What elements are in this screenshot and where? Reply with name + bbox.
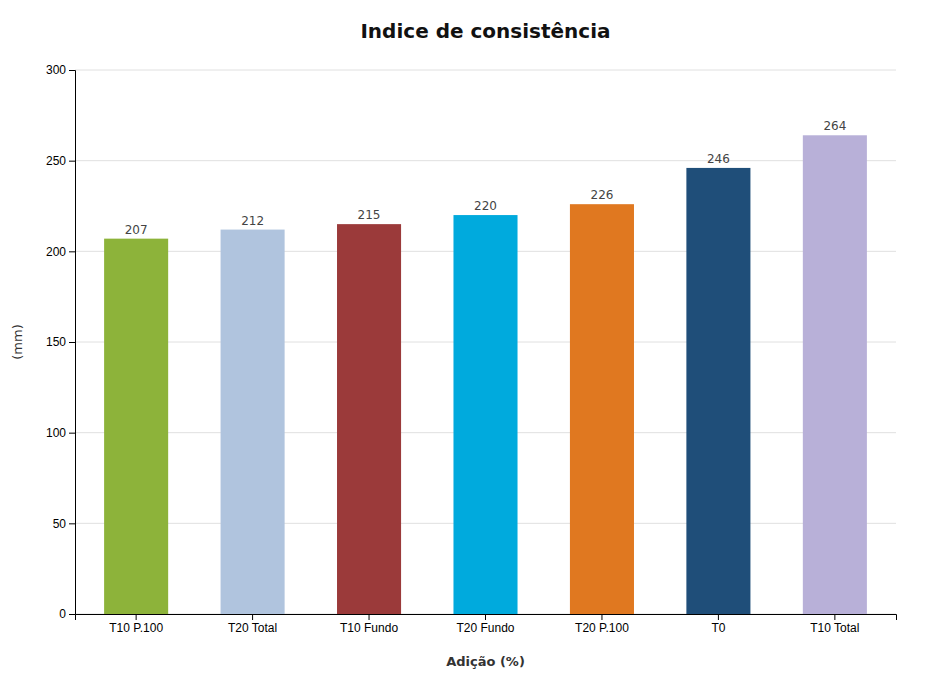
y-tick: 250 — [46, 154, 75, 168]
grid-line — [75, 160, 896, 161]
x-tick-mark — [252, 614, 253, 620]
x-tick: T10 Total — [810, 614, 859, 635]
data-label: 215 — [358, 208, 381, 222]
x-tick-mark — [718, 614, 719, 620]
y-tick-mark — [69, 614, 75, 615]
y-tick-label: 250 — [46, 154, 66, 168]
grid-line — [75, 70, 896, 71]
x-tick: T0 — [711, 614, 725, 635]
y-tick: 100 — [46, 426, 75, 440]
x-axis: T10 P.100 T20 Total T10 Fundo T20 Fundo T20 … — [76, 614, 897, 635]
data-label: 220 — [474, 199, 497, 213]
y-axis: 0 50 100 150 200 250 300 — [46, 63, 76, 621]
y-tick-label: 300 — [46, 63, 66, 77]
y-tick-label: 100 — [46, 426, 66, 440]
y-axis-title: (mm) — [10, 324, 25, 359]
data-label: 207 — [125, 223, 148, 237]
bar — [104, 239, 168, 614]
x-tick-mark — [136, 614, 137, 620]
y-tick: 0 — [59, 607, 75, 621]
y-tick-mark — [69, 161, 75, 162]
y-tick: 50 — [53, 517, 75, 531]
bar — [221, 230, 285, 614]
x-tick-label: T0 — [711, 621, 725, 635]
data-labels: 207 212 215 220 226 246 264 — [125, 119, 847, 236]
y-tick: 150 — [46, 335, 75, 349]
x-tick-mark — [601, 614, 602, 620]
x-tick: T20 Total — [228, 614, 277, 635]
x-tick: T10 P.100 — [109, 614, 163, 635]
bar — [453, 215, 517, 614]
y-axis-line — [69, 71, 76, 615]
x-axis-title: Adição (%) — [446, 654, 525, 669]
x-tick-label: T20 P.100 — [575, 621, 629, 635]
y-tick: 200 — [46, 245, 75, 259]
bar — [803, 135, 867, 614]
y-tick-mark — [69, 433, 75, 434]
x-tick-label: T10 P.100 — [109, 621, 163, 635]
y-tick-mark — [69, 70, 75, 71]
x-tick-mark — [369, 614, 370, 620]
data-label: 226 — [591, 188, 614, 202]
y-tick: 300 — [46, 63, 75, 77]
y-tick-label: 200 — [46, 245, 66, 259]
y-tick-mark — [69, 251, 75, 252]
x-tick-mark — [834, 614, 835, 620]
x-tick-mark — [485, 614, 486, 620]
x-tick-label: T10 Fundo — [340, 621, 398, 635]
bar — [570, 204, 634, 614]
data-label: 264 — [823, 119, 846, 133]
bar — [686, 168, 750, 614]
x-axis-line — [76, 615, 897, 621]
data-label: 246 — [707, 152, 730, 166]
y-tick-mark — [69, 523, 75, 524]
chart: 050100150200250300T10 P.100T20 TotalT10 … — [0, 0, 926, 694]
title: Indice de consistência — [360, 19, 610, 43]
x-tick-label: T10 Total — [810, 621, 859, 635]
x-tick: T20 P.100 — [575, 614, 629, 635]
x-tick-label: T20 Total — [228, 621, 277, 635]
x-tick: T20 Fundo — [456, 614, 514, 635]
bar — [337, 224, 401, 614]
x-tick-label: T20 Fundo — [456, 621, 514, 635]
y-tick-label: 0 — [59, 607, 66, 621]
y-tick-label: 150 — [46, 335, 66, 349]
bars — [104, 135, 867, 614]
plot: 050100150200250300T10 P.100T20 TotalT10 … — [46, 63, 897, 634]
grid — [75, 70, 896, 614]
x-tick: T10 Fundo — [340, 614, 398, 635]
y-tick-label: 50 — [53, 517, 67, 531]
data-label: 212 — [241, 214, 264, 228]
y-tick-mark — [69, 342, 75, 343]
